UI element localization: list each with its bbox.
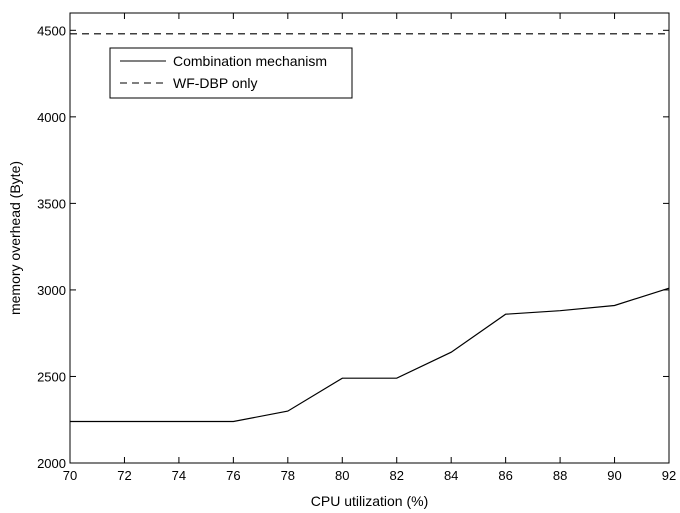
x-tick-label: 84 bbox=[444, 468, 458, 483]
y-tick-label: 3500 bbox=[37, 196, 66, 211]
series-line-0 bbox=[70, 287, 670, 423]
y-tick-label: 4500 bbox=[37, 23, 66, 38]
legend-label-combination-mechanism: Combination mechanism bbox=[173, 53, 327, 69]
legend-box bbox=[109, 47, 353, 99]
x-tick-label: 86 bbox=[498, 468, 512, 483]
x-tick-label: 88 bbox=[553, 468, 567, 483]
x-tick-label: 92 bbox=[662, 468, 676, 483]
series-layer bbox=[70, 33, 670, 423]
legend-label-wf-dbp-only: WF-DBP only bbox=[173, 75, 258, 91]
y-tick-label: 4000 bbox=[37, 110, 66, 125]
x-tick-label: 90 bbox=[607, 468, 621, 483]
x-axis-title: CPU utilization (%) bbox=[311, 493, 428, 509]
x-tick-label: 82 bbox=[389, 468, 403, 483]
x-tick-label: 80 bbox=[335, 468, 349, 483]
x-tick-label: 74 bbox=[172, 468, 186, 483]
x-tick-label: 72 bbox=[117, 468, 131, 483]
y-tick-label: 2000 bbox=[37, 456, 66, 471]
y-tick-label: 3000 bbox=[37, 283, 66, 298]
x-axis: 70 72 74 76 78 80 82 84 86 88 90 92 bbox=[63, 13, 676, 483]
y-axis: 2000 2500 3000 3500 4000 4500 bbox=[37, 23, 669, 471]
y-tick-label: 2500 bbox=[37, 369, 66, 384]
legend: Combination mechanism WF-DBP only bbox=[109, 47, 353, 99]
y-axis-title: memory overhead (Byte) bbox=[7, 161, 23, 315]
x-tick-label: 76 bbox=[226, 468, 240, 483]
x-tick-label: 78 bbox=[281, 468, 295, 483]
x-tick-label: 70 bbox=[63, 468, 77, 483]
